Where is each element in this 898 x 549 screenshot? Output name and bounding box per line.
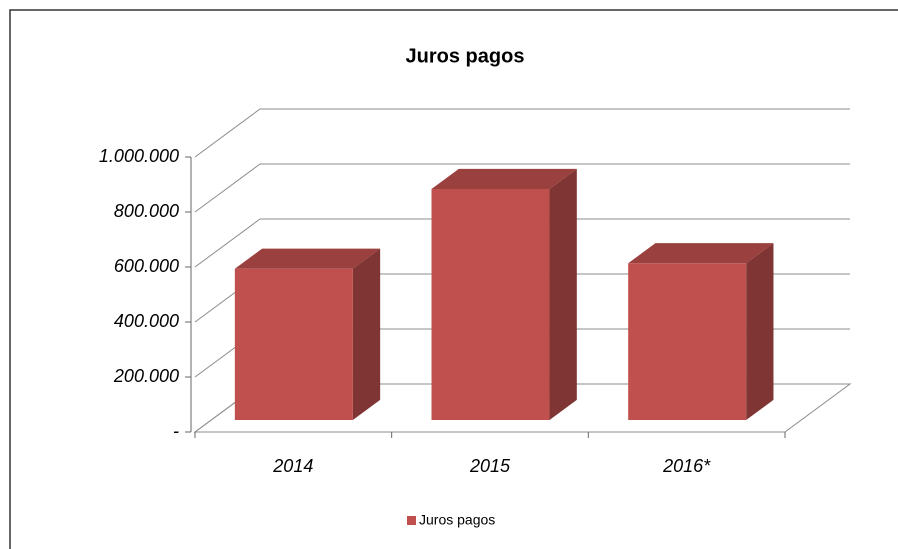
bar-side: [746, 243, 774, 420]
y-tick-label: 600.000: [114, 256, 179, 276]
y-tick-label: 800.000: [114, 201, 179, 221]
legend-swatch: [407, 516, 416, 525]
x-tick-label: 2016*: [662, 456, 711, 476]
chart-title: Juros pagos: [406, 45, 525, 67]
bar-front: [431, 189, 550, 420]
x-tick-label: 2015: [469, 456, 511, 476]
bar-front: [234, 268, 353, 420]
y-tick-label: 400.000: [114, 311, 179, 331]
bar-side: [549, 168, 577, 420]
grid-line: [194, 218, 850, 268]
bar-front: [628, 263, 747, 420]
bar-top: [628, 243, 774, 264]
y-tick-label: -: [173, 421, 179, 441]
bar-top: [234, 248, 381, 269]
bar: [234, 248, 381, 420]
bar-top: [431, 168, 577, 189]
y-tick-label: 200.000: [113, 366, 179, 386]
x-tick-label: 2014: [272, 456, 313, 476]
grid-line: [194, 163, 850, 213]
legend-label: Juros pagos: [419, 512, 495, 528]
bar: [628, 243, 774, 420]
bar-side: [352, 248, 381, 420]
grid-line: [194, 108, 850, 158]
bar: [431, 168, 577, 420]
y-tick-label: 1.000.000: [99, 146, 179, 166]
